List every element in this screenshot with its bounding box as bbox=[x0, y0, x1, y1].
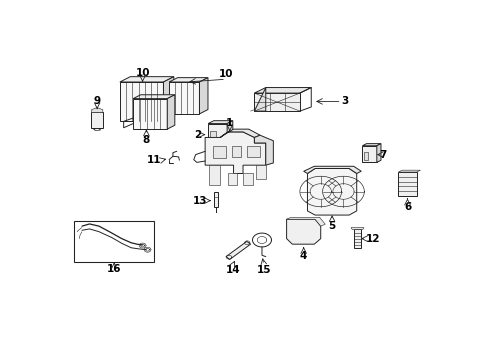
Polygon shape bbox=[350, 228, 363, 229]
Text: 4: 4 bbox=[299, 251, 307, 261]
Text: 12: 12 bbox=[366, 234, 380, 244]
Polygon shape bbox=[227, 174, 237, 185]
Polygon shape bbox=[205, 132, 265, 174]
Polygon shape bbox=[133, 95, 175, 99]
Text: 16: 16 bbox=[107, 264, 121, 274]
Polygon shape bbox=[120, 82, 163, 121]
Polygon shape bbox=[169, 82, 199, 114]
Polygon shape bbox=[169, 78, 207, 82]
Bar bbox=[74, 221, 154, 262]
Polygon shape bbox=[226, 121, 232, 144]
Polygon shape bbox=[398, 170, 420, 172]
Bar bbox=[212, 146, 225, 158]
Polygon shape bbox=[303, 166, 361, 174]
Text: 7: 7 bbox=[379, 150, 386, 159]
Polygon shape bbox=[208, 123, 226, 144]
Polygon shape bbox=[286, 219, 320, 244]
Text: 11: 11 bbox=[147, 155, 161, 165]
Polygon shape bbox=[362, 146, 376, 162]
Bar bbox=[231, 146, 241, 157]
Polygon shape bbox=[220, 129, 260, 138]
Text: 10: 10 bbox=[218, 69, 233, 79]
Bar bbox=[246, 146, 260, 157]
Bar bbox=[353, 229, 360, 248]
Polygon shape bbox=[120, 77, 174, 82]
Polygon shape bbox=[254, 135, 273, 165]
Polygon shape bbox=[256, 165, 265, 179]
Text: 9: 9 bbox=[93, 95, 101, 105]
Polygon shape bbox=[167, 95, 175, 129]
Text: 13: 13 bbox=[192, 195, 206, 206]
Polygon shape bbox=[243, 174, 252, 185]
Polygon shape bbox=[208, 165, 220, 185]
Text: 10: 10 bbox=[135, 68, 149, 78]
Bar bbox=[210, 131, 215, 141]
Text: 3: 3 bbox=[341, 96, 348, 107]
Text: 15: 15 bbox=[256, 265, 270, 275]
Polygon shape bbox=[199, 78, 207, 114]
Text: 5: 5 bbox=[328, 221, 335, 231]
Polygon shape bbox=[208, 121, 232, 123]
Polygon shape bbox=[91, 108, 102, 112]
Text: 1: 1 bbox=[225, 118, 233, 128]
Bar bbox=[364, 152, 367, 160]
Text: 14: 14 bbox=[225, 265, 240, 275]
Polygon shape bbox=[133, 99, 167, 129]
Text: 2: 2 bbox=[194, 130, 201, 140]
Bar bbox=[398, 172, 416, 195]
Polygon shape bbox=[307, 168, 356, 215]
Polygon shape bbox=[362, 144, 380, 146]
Text: 8: 8 bbox=[142, 135, 150, 145]
Text: 6: 6 bbox=[403, 202, 410, 212]
Bar bbox=[213, 192, 218, 207]
Polygon shape bbox=[376, 144, 380, 162]
Polygon shape bbox=[254, 87, 265, 111]
Polygon shape bbox=[254, 87, 311, 93]
Polygon shape bbox=[225, 242, 250, 260]
Bar bbox=[91, 112, 102, 128]
Polygon shape bbox=[163, 77, 174, 121]
Polygon shape bbox=[286, 217, 325, 226]
Polygon shape bbox=[254, 93, 299, 111]
